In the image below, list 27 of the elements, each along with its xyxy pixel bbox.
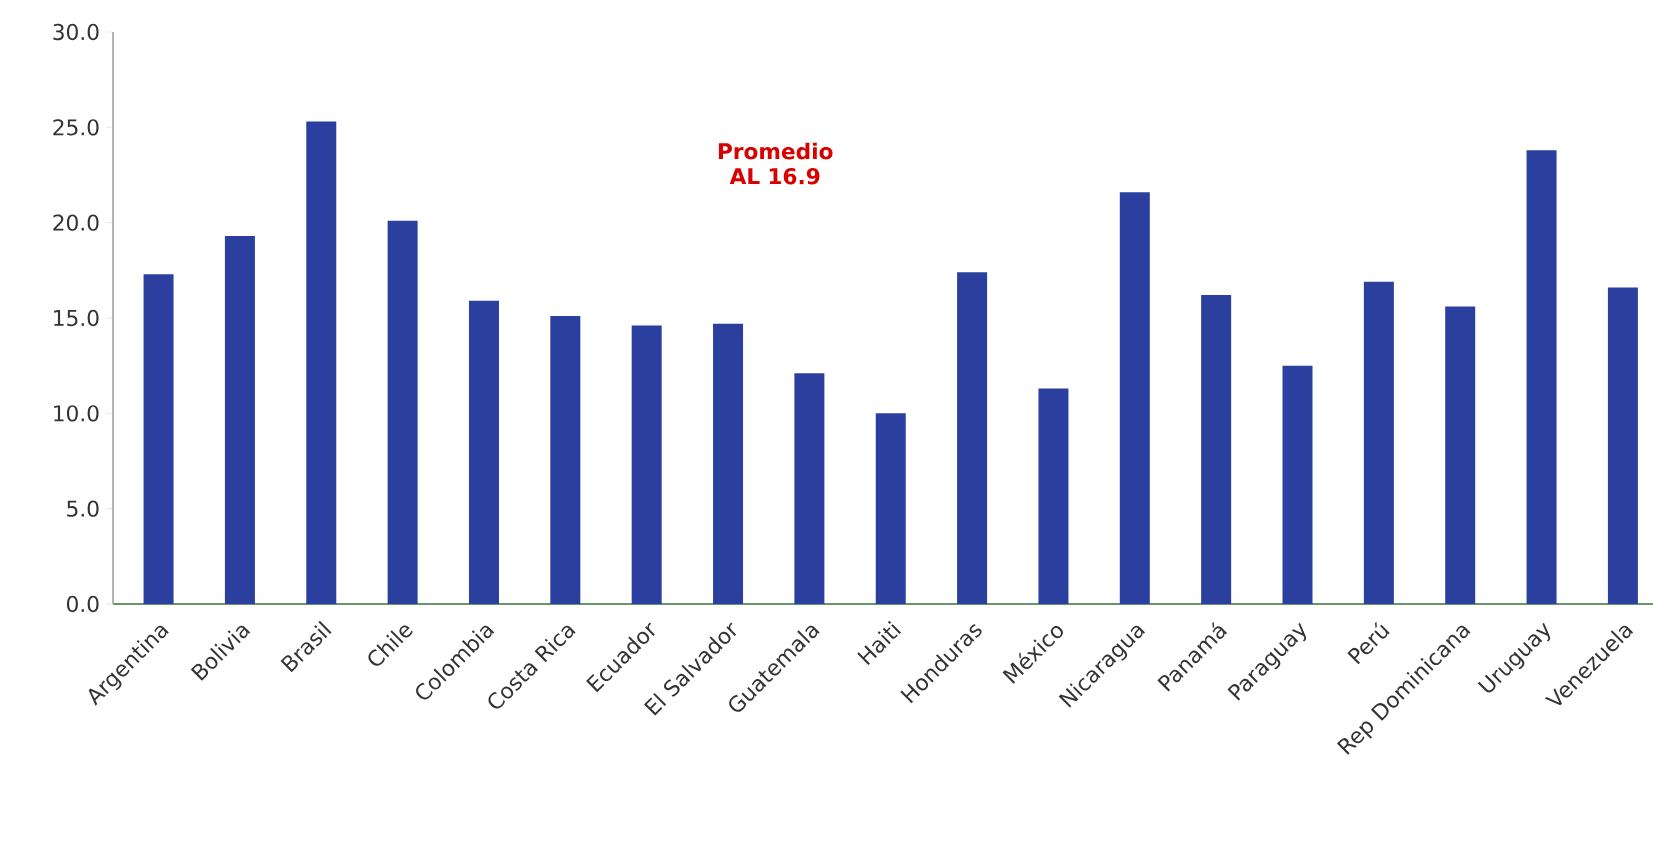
- bar: [794, 373, 825, 604]
- bar: [1363, 281, 1394, 604]
- bar: [1282, 365, 1313, 604]
- bar: [1607, 287, 1638, 604]
- bar: [143, 274, 174, 604]
- bar: [875, 413, 906, 604]
- y-tick-label: 15.0: [54, 309, 99, 327]
- bar: [957, 272, 988, 604]
- bar: [1119, 192, 1150, 604]
- bar: [224, 236, 255, 604]
- y-tick-label: 0.0: [66, 595, 99, 613]
- y-tick-label: 5.0: [67, 500, 99, 517]
- bar: [550, 316, 581, 604]
- bar: [387, 220, 418, 604]
- bar: [713, 323, 744, 604]
- bar: [1445, 306, 1476, 604]
- y-tick-label: 30.0: [53, 23, 99, 41]
- bar: [1038, 388, 1069, 604]
- bar: [631, 325, 662, 604]
- bar: [1526, 150, 1557, 604]
- bar: [468, 300, 499, 604]
- bar: [1201, 295, 1232, 604]
- y-tick-label: 10.0: [54, 405, 99, 422]
- bar: [306, 121, 337, 604]
- annotation: Promedio AL 16.9: [718, 142, 833, 185]
- y-tick-label: 20.0: [53, 214, 99, 231]
- y-tick-label: 25.0: [53, 119, 99, 136]
